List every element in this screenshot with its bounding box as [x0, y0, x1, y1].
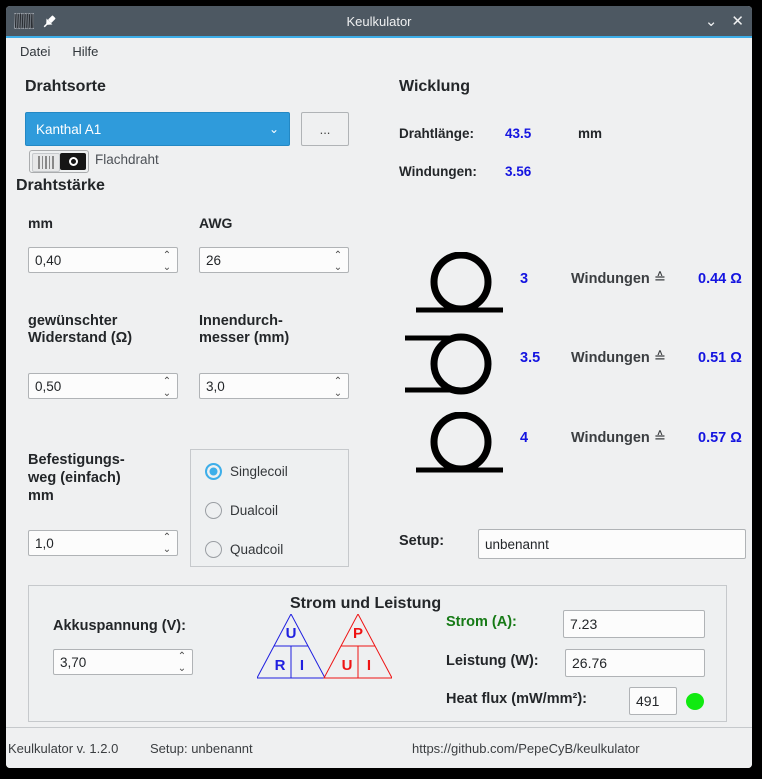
- svg-text:U: U: [342, 657, 353, 674]
- svg-text:R: R: [275, 657, 286, 674]
- svg-text:U: U: [286, 625, 297, 642]
- svg-text:I: I: [367, 657, 371, 674]
- svg-text:I: I: [300, 657, 304, 674]
- svg-text:P: P: [353, 625, 363, 642]
